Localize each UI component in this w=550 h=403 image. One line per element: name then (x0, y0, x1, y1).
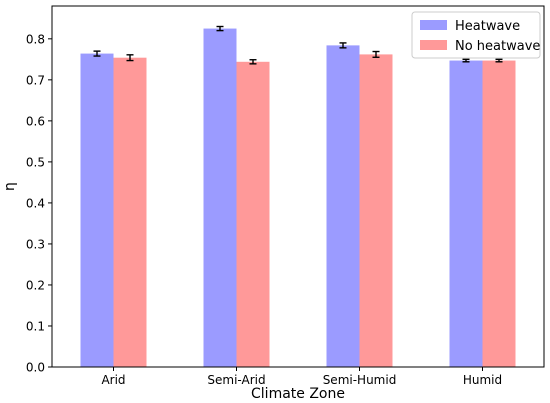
x-tick-label: Semi-Humid (323, 373, 397, 387)
bar-no-heatwave-0 (113, 57, 147, 368)
bar-heatwave-2 (326, 45, 360, 368)
y-tick-label: 0.1 (26, 319, 45, 333)
x-tick-label: Semi-Arid (207, 373, 265, 387)
legend-label-0: Heatwave (455, 19, 520, 34)
bar-no-heatwave-2 (359, 54, 393, 367)
error-bar-0-2 (339, 42, 347, 49)
x-axis-ticks: Arid Semi-Arid Semi-Humid Humid (101, 367, 502, 387)
y-tick-label: 0.5 (26, 155, 45, 169)
error-bar-0-1 (216, 25, 224, 32)
y-axis-label: η (2, 182, 18, 191)
x-axis-label: Climate Zone (251, 386, 345, 402)
error-bar-1-0 (126, 54, 134, 62)
legend-swatch-1 (420, 40, 447, 50)
error-bar-1-3 (495, 58, 503, 63)
x-tick-label: Humid (463, 373, 502, 387)
y-tick-label: 0.7 (26, 73, 45, 87)
error-bar-0-3 (462, 58, 470, 63)
legend-swatch-0 (420, 20, 447, 30)
error-bar-1-2 (372, 50, 380, 58)
legend-label-1: No heatwave (455, 39, 540, 54)
error-bar-0-0 (93, 50, 101, 57)
y-tick-label: 0.3 (26, 237, 45, 251)
y-tick-label: 0.8 (26, 32, 45, 46)
bars-layer (80, 28, 516, 368)
bar-no-heatwave-1 (236, 61, 270, 368)
x-tick-label: Arid (101, 373, 125, 387)
error-bars-layer (93, 25, 503, 65)
plot-frame (51, 5, 545, 368)
y-axis-ticks: 0.0 0.1 0.2 0.3 0.4 0.5 0.6 0.7 0.8 (26, 32, 52, 375)
bar-heatwave-3 (449, 60, 483, 367)
bar-heatwave-1 (203, 28, 237, 367)
bar-heatwave-0 (80, 53, 114, 367)
y-tick-label: 0.2 (26, 278, 45, 292)
y-tick-label: 0.6 (26, 114, 45, 128)
y-tick-label: 0.4 (26, 196, 45, 210)
legend: Heatwave No heatwave (411, 11, 541, 59)
bar-no-heatwave-3 (482, 60, 516, 367)
y-tick-label: 0.0 (26, 361, 45, 375)
error-bar-1-1 (249, 59, 257, 65)
